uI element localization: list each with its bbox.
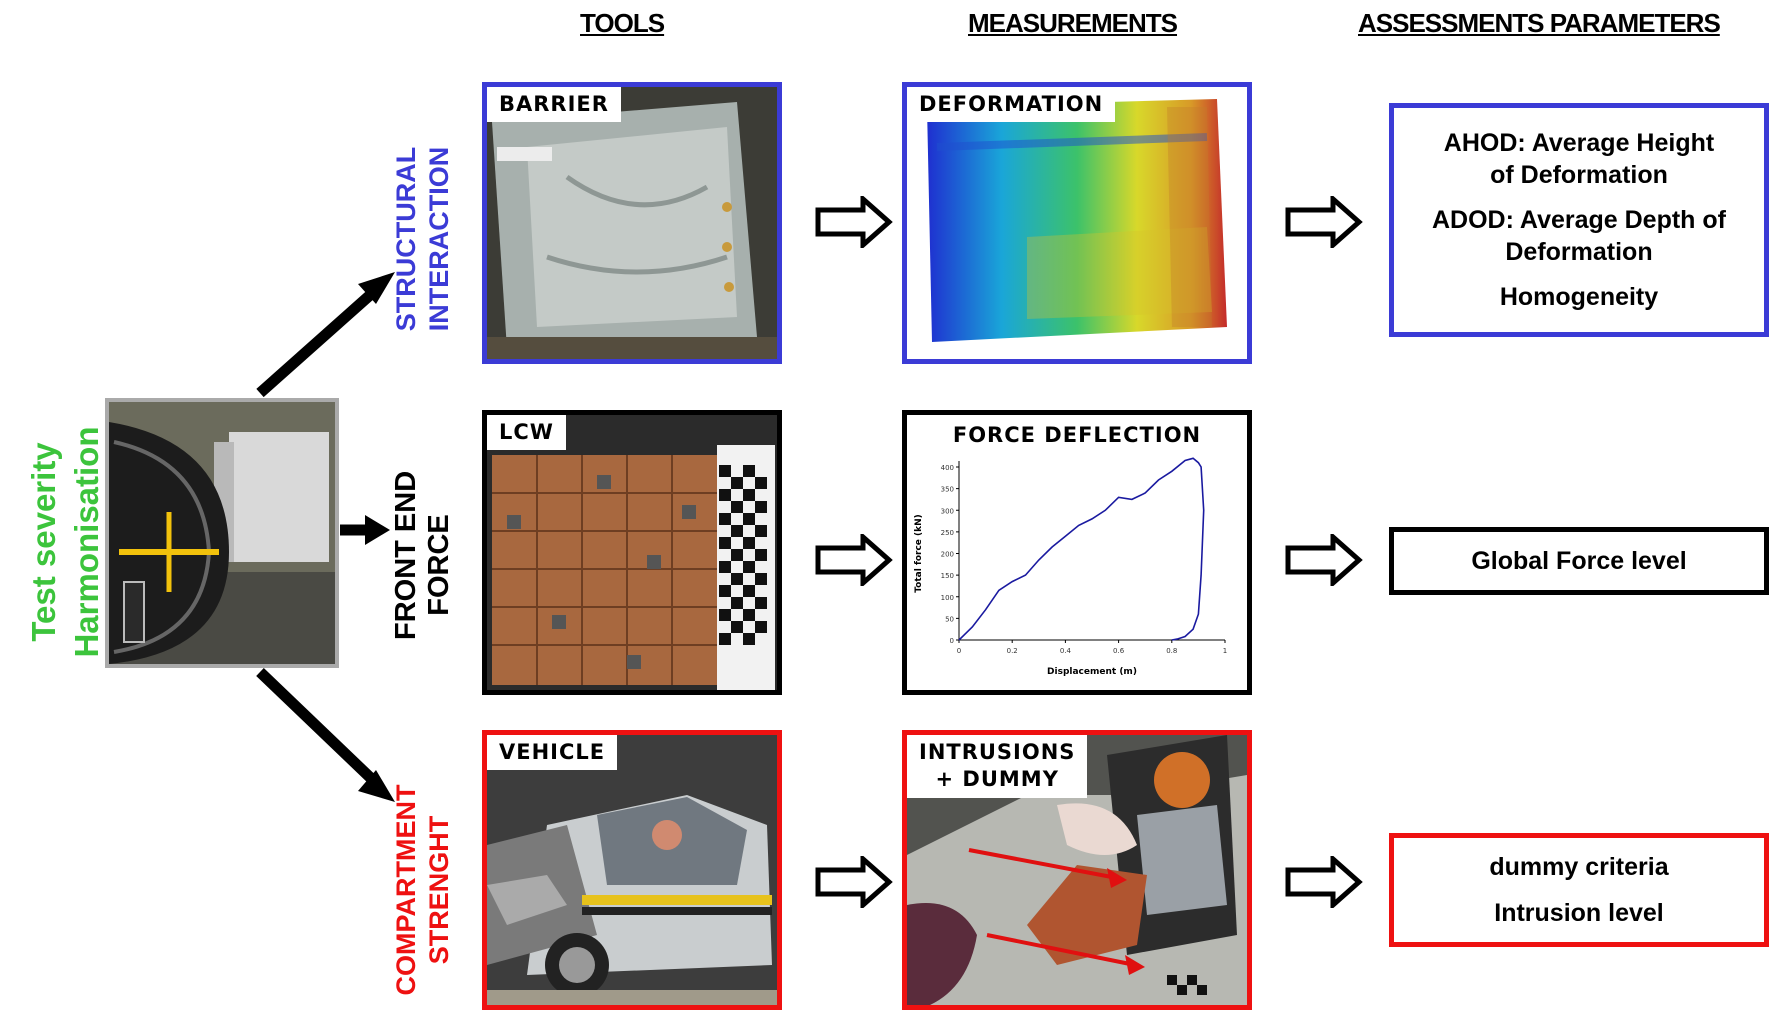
assessment-intrusion-level: Intrusion level (1494, 899, 1664, 927)
lcw-photo: LCW (482, 410, 782, 695)
hollow-arrow-icon (1285, 534, 1363, 586)
measure-tag-intrusions-line1: INTRUSIONS (919, 740, 1076, 764)
row-label-compartment-line2: STRENGHT (424, 815, 454, 965)
chart-plot-area: 0 50 100 150 200 250 300 350 400 0 0.2 0.4 0.6 0.8 1 Di… (914, 457, 1227, 677)
deformation-map: DEFORMATION (902, 82, 1252, 364)
measure-tag-intrusions: INTRUSIONS + DUMMY (907, 735, 1088, 798)
y-tick-label: 100 (941, 594, 954, 602)
header-assessments: ASSESSMENTS PARAMETERS (1358, 8, 1721, 38)
branch-arrows (256, 272, 395, 802)
left-title-line1: Test severity (25, 442, 62, 642)
y-tick-label: 350 (941, 486, 954, 494)
tool-tag-vehicle: VEHICLE (487, 735, 618, 771)
hollow-arrow-icon (1285, 196, 1363, 248)
assessment-adod: ADOD: Average Depth of Deformation (1431, 205, 1726, 267)
row-label-compartment: COMPARTMENT STRENGHT (390, 783, 460, 997)
x-tick-label: 1 (1223, 647, 1227, 655)
vehicle-photo: VEHICLE (482, 730, 782, 1010)
x-tick-label: 0.2 (1007, 647, 1018, 655)
row-label-structural: STRUCTURAL INTERACTION (390, 144, 460, 334)
y-tick-label: 0 (950, 637, 954, 645)
measure-tag-deformation: DEFORMATION (907, 87, 1116, 123)
y-tick-label: 150 (941, 572, 954, 580)
assessment-box-structural: AHOD: Average Height of Deformation ADOD… (1389, 103, 1769, 337)
x-axis-label: Displacement (m) (1047, 667, 1137, 677)
assessment-box-front-end: Global Force level (1389, 527, 1769, 595)
assessment-ahod: AHOD: Average Height of Deformation (1443, 128, 1715, 190)
assessment-global-force: Global Force level (1471, 546, 1687, 575)
y-tick-label: 50 (945, 615, 954, 623)
row-label-compartment-line1: COMPARTMENT (391, 784, 421, 996)
y-axis-label: Total force (kN) (914, 514, 924, 593)
assessment-box-compartment: dummy criteria Intrusion level (1389, 833, 1769, 947)
series-line (958, 457, 1205, 641)
x-tick-label: 0.8 (1166, 647, 1177, 655)
y-tick-label: 200 (941, 551, 954, 559)
hollow-arrow-icon (1285, 856, 1363, 908)
x-tick-label: 0.4 (1060, 647, 1072, 655)
barrier-photo: BARRIER (482, 82, 782, 364)
force-deflection-chart: FORCE DEFLECTION 0 50 100 150 200 250 300 350 40… (902, 410, 1252, 695)
tool-tag-lcw: LCW (487, 415, 566, 451)
row-label-structural-line1: STRUCTURAL (391, 146, 421, 332)
header-measurements: MEASUREMENTS (968, 8, 1178, 38)
left-title-line2: Harmonisation (68, 426, 105, 658)
hollow-arrow-icon (815, 196, 893, 248)
y-tick-label: 300 (941, 507, 954, 515)
row-label-front-end-line2: FORCE (423, 514, 455, 616)
left-title: Test severity Harmonisation (22, 377, 108, 707)
y-tick-label: 250 (941, 529, 954, 537)
row-label-front-end-line1: FRONT END (390, 470, 422, 640)
y-tick-label: 400 (941, 464, 954, 472)
assessment-dummy-criteria: dummy criteria (1489, 852, 1669, 881)
tool-tag-barrier: BARRIER (487, 87, 621, 123)
hollow-arrow-icon (815, 856, 893, 908)
x-tick-label: 0 (957, 647, 961, 655)
chart-title: FORCE DEFLECTION (952, 423, 1202, 447)
intrusions-photo: INTRUSIONS + DUMMY (902, 730, 1252, 1010)
hollow-arrow-icon (815, 534, 893, 586)
row-label-structural-line2: INTERACTION (424, 146, 454, 332)
x-tick-label: 0.6 (1113, 647, 1125, 655)
assessment-homogeneity: Homogeneity (1499, 282, 1659, 311)
measure-tag-intrusions-line2: + DUMMY (935, 767, 1059, 792)
row-label-front-end: FRONT END FORCE (390, 470, 460, 640)
crash-test-photo-icon (105, 398, 339, 668)
header-tools: TOOLS (580, 8, 665, 38)
